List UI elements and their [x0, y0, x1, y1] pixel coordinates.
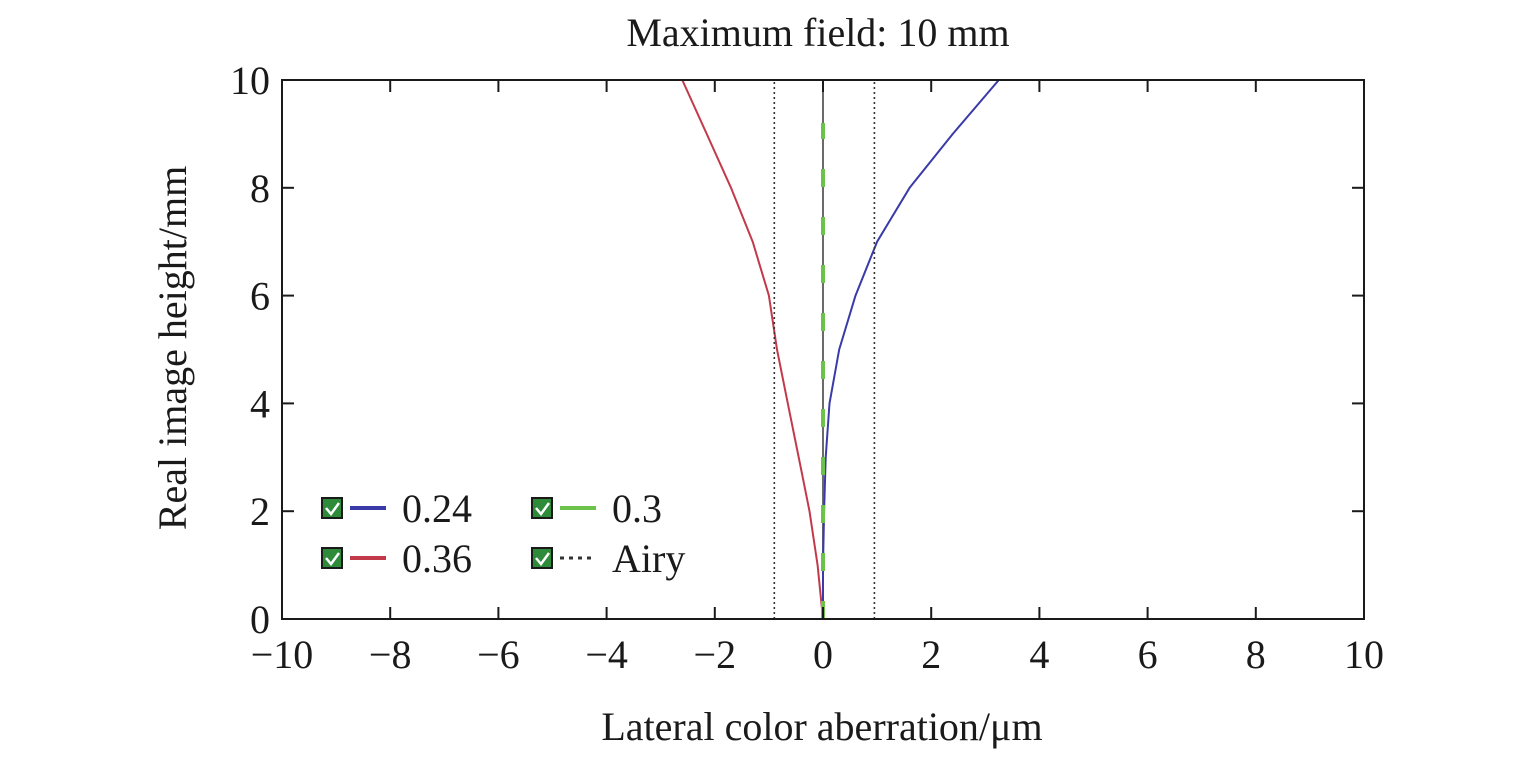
legend-checkbox-icon: [321, 547, 343, 569]
x-tick-label: 2: [921, 632, 941, 677]
y-tick-label: 10: [230, 58, 270, 103]
check-icon: [325, 552, 341, 567]
y-tick-label: 4: [250, 381, 270, 426]
legend-label: 0.3: [612, 486, 662, 531]
legend-checkbox-icon: [531, 497, 553, 519]
legend-checkbox-icon: [531, 547, 553, 569]
series-line-0: [822, 79, 1000, 619]
y-axis-label: Real image height/mm: [150, 166, 195, 530]
y-tick-label: 0: [250, 597, 270, 642]
y-tick-label: 6: [250, 274, 270, 319]
legend: 0.24 0.3 0.36 Airy: [321, 486, 685, 581]
x-tick-label: −2: [694, 632, 737, 677]
check-icon: [535, 552, 551, 567]
series-line-1: [681, 79, 824, 620]
legend-entry: Airy: [531, 536, 685, 581]
x-tick-label: 8: [1246, 632, 1266, 677]
x-tick-label: −4: [585, 632, 628, 677]
x-axis-ticks: −10 −8 −6 −4 −2 0 2 4 6 8 10: [251, 80, 1384, 677]
check-icon: [535, 502, 551, 517]
check-icon: [325, 502, 341, 517]
legend-entry: 0.3: [531, 486, 662, 531]
legend-label: Airy: [612, 536, 685, 581]
x-tick-label: −10: [251, 632, 314, 677]
x-tick-label: 10: [1344, 632, 1384, 677]
chart-title: Maximum field: 10 mm: [626, 10, 1009, 55]
x-axis-label: Lateral color aberration/μm: [601, 704, 1042, 749]
legend-label: 0.24: [402, 486, 472, 531]
y-tick-label: 2: [250, 489, 270, 534]
x-tick-label: −8: [369, 632, 412, 677]
x-tick-label: −6: [477, 632, 520, 677]
legend-checkbox-icon: [321, 497, 343, 519]
x-tick-label: 6: [1138, 632, 1158, 677]
legend-entry: 0.24: [321, 486, 472, 531]
legend-entry: 0.36: [321, 536, 472, 581]
x-tick-label: 0: [813, 632, 833, 677]
y-axis-ticks: 0 2 4 6 8 10: [230, 58, 1364, 642]
x-tick-label: 4: [1029, 632, 1049, 677]
y-tick-label: 8: [250, 166, 270, 211]
legend-label: 0.36: [402, 536, 472, 581]
